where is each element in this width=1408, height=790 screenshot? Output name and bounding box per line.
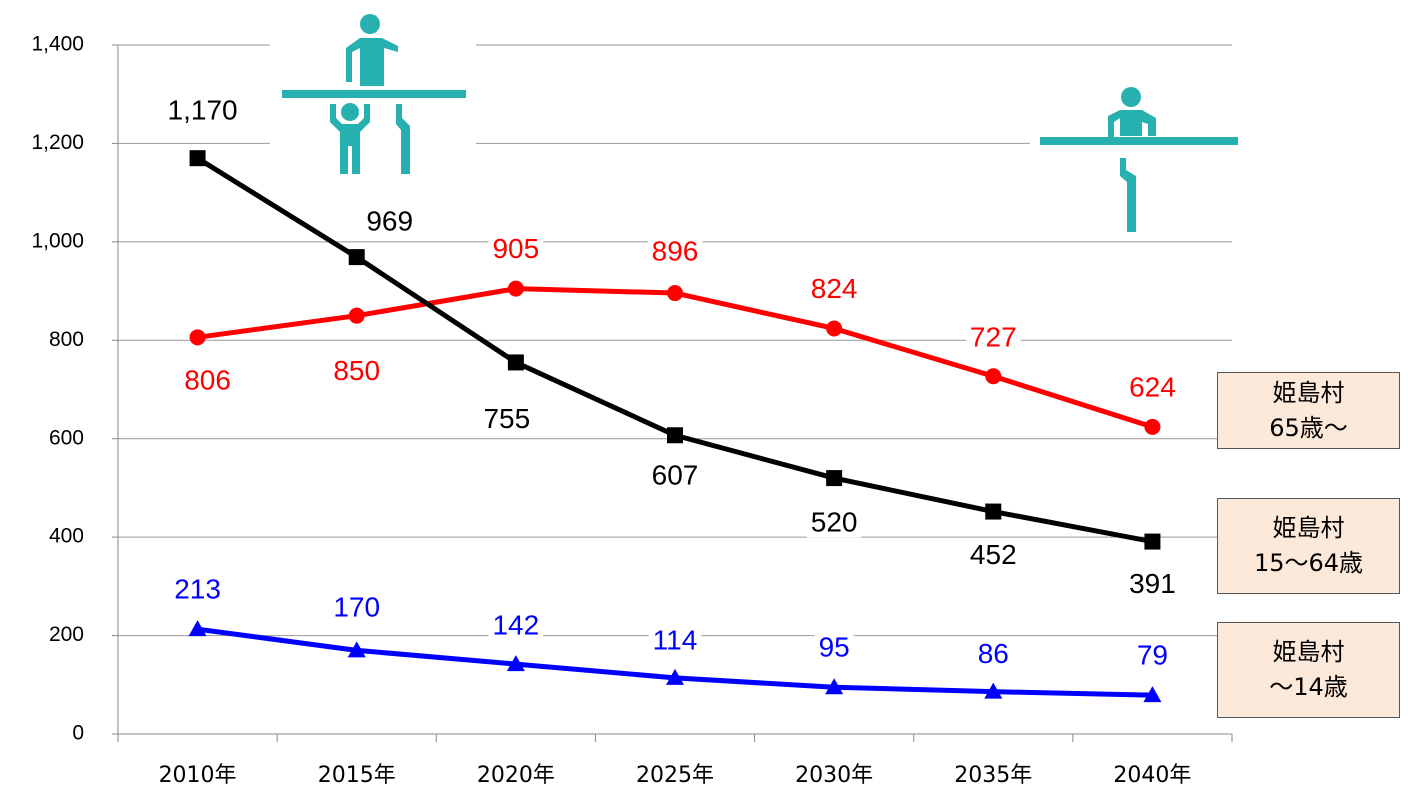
point	[188, 620, 207, 637]
y-tick-label: 0	[72, 722, 84, 745]
data-label-bg	[163, 94, 242, 126]
data-label: 824	[811, 273, 858, 304]
data-label: 905	[492, 233, 539, 264]
data-label: 213	[174, 574, 221, 605]
data-label: 624	[1129, 371, 1176, 402]
data-label-bg	[170, 573, 225, 605]
point	[1143, 686, 1162, 703]
y-tick-label: 400	[49, 525, 84, 548]
data-label-bg	[647, 235, 703, 267]
point	[348, 249, 365, 266]
data-label: 86	[978, 638, 1009, 669]
data-label: 755	[483, 403, 530, 434]
point	[1144, 418, 1161, 435]
point	[984, 682, 1003, 699]
data-label-bg	[1125, 371, 1180, 403]
data-label: 114	[653, 624, 698, 655]
data-label-bg	[479, 402, 535, 434]
data-label: 520	[811, 506, 858, 537]
x-tick-label: 2020年	[477, 763, 555, 788]
point	[347, 641, 366, 658]
point	[826, 470, 843, 487]
data-label: 452	[970, 539, 1017, 570]
data-label: 607	[652, 460, 699, 491]
data-label: 1,170	[168, 95, 238, 126]
data-label: 850	[333, 355, 380, 386]
x-tick-label: 2030年	[795, 763, 873, 788]
point	[985, 503, 1002, 520]
point	[507, 354, 524, 371]
data-label-bg	[806, 506, 862, 538]
point	[825, 678, 844, 695]
data-label: 806	[184, 365, 231, 396]
data-label-bg	[1132, 639, 1173, 671]
data-label-bg	[362, 205, 418, 237]
data-label: 391	[1129, 568, 1176, 599]
legend-entry: 姫島村 15〜64歳	[1217, 498, 1400, 594]
point	[1144, 533, 1161, 550]
point	[985, 368, 1002, 385]
data-label-bg	[488, 233, 544, 265]
y-tick-label: 800	[49, 328, 84, 351]
icon-caregiving-few	[1030, 80, 1240, 236]
data-label: 969	[366, 206, 413, 237]
data-label-bg	[647, 459, 703, 491]
point	[666, 668, 684, 685]
legend-entry: 姫島村 〜14歳	[1217, 622, 1400, 718]
data-label: 170	[333, 592, 380, 623]
y-tick-label: 600	[49, 426, 84, 449]
data-label-bg	[814, 631, 854, 663]
data-label-bg	[180, 364, 235, 396]
x-tick-label: 2035年	[954, 763, 1032, 788]
y-tick-label: 1,200	[31, 131, 84, 154]
x-tick-label: 2010年	[159, 763, 237, 788]
data-label: 896	[652, 235, 699, 266]
point	[667, 427, 683, 444]
data-label-bg	[965, 321, 1021, 353]
data-label-bg	[806, 272, 862, 304]
point	[189, 150, 206, 167]
data-label-bg	[488, 609, 544, 641]
y-tick-label: 1,000	[31, 229, 84, 252]
x-tick-label: 2040年	[1113, 763, 1191, 788]
data-label: 79	[1137, 640, 1168, 671]
point	[189, 329, 206, 346]
legend-entry: 姫島村 65歳〜	[1217, 372, 1400, 449]
point	[667, 285, 683, 302]
point	[826, 320, 843, 337]
data-label-bg	[1125, 567, 1180, 599]
x-tick-label: 2015年	[318, 763, 396, 788]
point	[506, 655, 525, 672]
point	[507, 280, 524, 297]
data-label-bg	[329, 355, 385, 387]
data-label: 142	[492, 610, 539, 641]
data-label-bg	[648, 624, 702, 656]
x-tick-label: 2025年	[636, 763, 714, 788]
point	[348, 307, 365, 324]
data-label-bg	[965, 538, 1021, 570]
data-label: 727	[970, 322, 1017, 353]
icon-caregiving-many	[270, 8, 476, 180]
data-label-bg	[329, 591, 385, 623]
data-label-bg	[973, 638, 1013, 670]
y-tick-label: 200	[49, 623, 84, 646]
data-label: 95	[819, 632, 850, 663]
y-tick-label: 1,400	[31, 33, 84, 56]
